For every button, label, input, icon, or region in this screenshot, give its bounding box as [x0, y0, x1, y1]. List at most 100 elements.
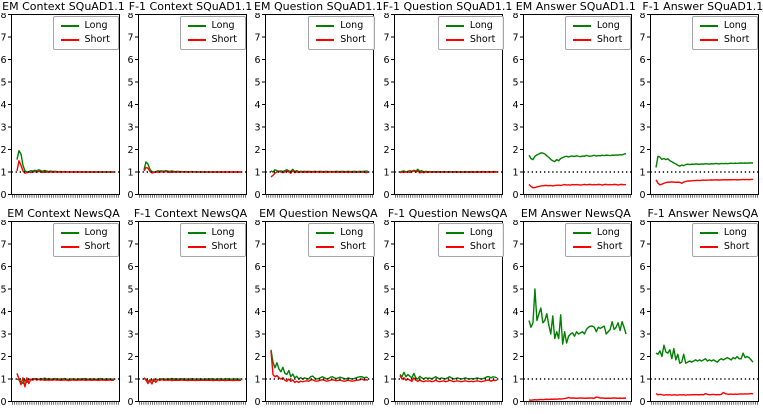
legend: Long Short: [179, 16, 246, 50]
legend-item: Short: [572, 241, 623, 252]
y-tick-label: 2: [127, 145, 133, 156]
legend-item: Short: [445, 34, 495, 45]
legend-line-swatch-short: [572, 245, 591, 248]
y-tick-label: 3: [640, 329, 646, 340]
legend-line-swatch-long: [316, 231, 335, 234]
y-tick-label: 1: [640, 374, 646, 385]
legend-line-swatch-short: [316, 245, 335, 248]
y-tick-label: 7: [640, 239, 646, 250]
y-tick-label: 0: [127, 190, 133, 201]
y-tick-label: 6: [0, 262, 6, 273]
y-tick-label: 6: [513, 55, 519, 66]
legend-item: Long: [60, 20, 111, 31]
y-tick-label: 5: [254, 77, 260, 88]
y-tick-label: 6: [640, 262, 646, 273]
x-axis-ticks: [524, 194, 632, 198]
legend: Long Short: [691, 223, 759, 257]
legend: Long Short: [308, 16, 375, 50]
y-tick-label: 4: [383, 307, 389, 318]
y-tick-label: 3: [0, 329, 6, 340]
x-axis-ticks: [394, 194, 502, 198]
legend: Long Short: [308, 223, 375, 257]
y-tick-label: 0: [513, 190, 519, 201]
x-axis-ticks: [12, 401, 119, 405]
y-axis-ticks: 0 1 2 3 4 5 6 7 8: [254, 220, 266, 408]
y-tick-label: 7: [513, 239, 519, 250]
y-tick-label: 0: [383, 190, 389, 201]
y-tick-label: 8: [640, 220, 646, 228]
y-tick-label: 1: [254, 167, 260, 178]
legend-line-swatch-long: [572, 231, 591, 234]
x-axis-ticks: [394, 401, 502, 405]
line-short: [529, 396, 627, 401]
y-axis-ticks: 0 1 2 3 4 5 6 7 8: [383, 220, 395, 408]
y-tick-label: 4: [0, 100, 6, 111]
y-tick-label: 2: [0, 145, 6, 156]
chart-panel: F-1 Question SQuAD1.1 0 1 2 3 4 5 6 7 8 Long Short: [383, 0, 513, 207]
legend-item: Long: [699, 20, 750, 31]
chart-title: EM Context SQuAD1.1: [2, 0, 125, 13]
y-tick-label: 8: [0, 220, 6, 228]
y-tick-label: 8: [513, 13, 519, 21]
chart-title: EM Answer SQuAD1.1: [515, 0, 636, 13]
y-tick-label: 6: [640, 55, 646, 66]
chart-title: F-1 Question SQuAD1.1: [382, 0, 513, 13]
y-axis-ticks: 0 1 2 3 4 5 6 7 8: [640, 13, 651, 201]
line-long: [143, 161, 241, 173]
y-tick-label: 6: [383, 55, 389, 66]
legend-line-swatch-short: [572, 38, 591, 41]
y-tick-label: 8: [383, 13, 389, 21]
line-long: [528, 288, 627, 345]
y-tick-label: 4: [513, 100, 519, 111]
chart-title: EM Answer NewsQA: [520, 207, 631, 220]
line-short: [16, 373, 115, 388]
x-axis-ticks: [139, 401, 246, 405]
chart-panel: EM Question NewsQA 0 1 2 3 4 5 6 7 8 Long Short: [254, 207, 383, 414]
y-tick-label: 5: [254, 284, 260, 295]
x-axis-ticks: [266, 401, 373, 405]
x-axis-ticks: [651, 401, 759, 405]
y-tick-label: 3: [254, 122, 260, 133]
y-axis-ticks: 0 1 2 3 4 5 6 7 8: [0, 220, 12, 408]
y-tick-label: 0: [383, 397, 389, 408]
y-tick-label: 3: [383, 122, 389, 133]
y-tick-label: 4: [383, 100, 389, 111]
plot-area: 0 1 2 3 4 5 6 7 8: [0, 220, 120, 408]
chart-panel: EM Context NewsQA 0 1 2 3 4 5 6 7 8 Long Short: [0, 207, 127, 414]
y-tick-label: 2: [640, 145, 646, 156]
legend-label: Short: [596, 34, 623, 45]
legend-label: Long: [469, 227, 493, 238]
legend-line-swatch-long: [699, 24, 718, 27]
y-tick-label: 1: [383, 167, 389, 178]
legend-label: Long: [84, 227, 108, 238]
plot-area: 0 1 2 3 4 5 6 7 8: [254, 13, 374, 201]
plot-area: 0 1 2 3 4 5 6 7 8: [383, 13, 503, 201]
y-axis-ticks: 0 1 2 3 4 5 6 7 8: [127, 220, 139, 408]
y-tick-label: 2: [513, 145, 519, 156]
legend: Long Short: [564, 223, 632, 257]
y-tick-label: 4: [254, 307, 260, 318]
y-tick-label: 5: [640, 77, 646, 88]
legend: Long Short: [564, 16, 632, 50]
y-tick-label: 8: [513, 220, 519, 228]
y-tick-label: 3: [127, 122, 133, 133]
chart-title: F-1 Context SQuAD1.1: [128, 0, 253, 13]
y-tick-label: 6: [513, 262, 519, 273]
legend-label: Short: [596, 241, 623, 252]
legend-label: Long: [340, 20, 364, 31]
y-tick-label: 1: [127, 374, 133, 385]
legend-label: Short: [211, 241, 238, 252]
legend: Long Short: [691, 16, 759, 50]
legend-label: Short: [84, 241, 111, 252]
y-tick-label: 2: [513, 352, 519, 363]
legend-label: Short: [723, 34, 750, 45]
y-tick-label: 1: [0, 374, 6, 385]
x-axis-ticks: [12, 194, 119, 198]
legend-label: Long: [596, 227, 620, 238]
y-tick-label: 0: [0, 190, 6, 201]
y-tick-label: 3: [254, 329, 260, 340]
y-tick-label: 0: [127, 397, 133, 408]
y-axis-ticks: 0 1 2 3 4 5 6 7 8: [127, 13, 139, 201]
y-tick-label: 2: [254, 352, 260, 363]
line-long: [16, 149, 114, 173]
